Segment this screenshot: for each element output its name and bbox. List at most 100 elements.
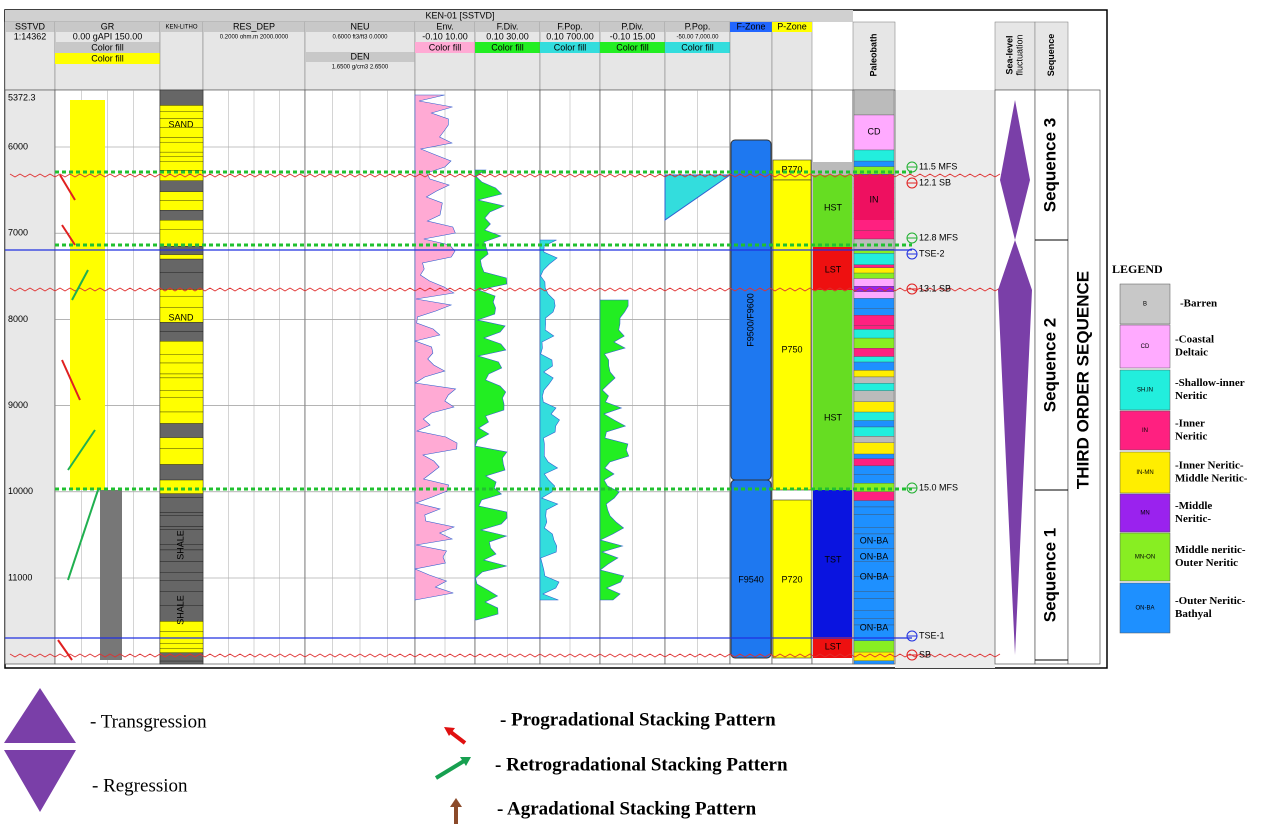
paleobath-band — [853, 474, 895, 484]
gr-shale — [100, 490, 122, 660]
litho-band — [159, 493, 204, 498]
legend-code: ON-BA — [1135, 606, 1154, 612]
systems-tract — [813, 247, 852, 290]
well-title: KEN-01 [SSTVD] — [425, 10, 494, 20]
fill-label: Color fill — [681, 42, 714, 52]
sequence-label: Sequence 2 — [1040, 318, 1059, 413]
litho-band — [159, 580, 204, 592]
litho-band — [159, 660, 204, 665]
surface-label: 12.8 MFS — [919, 232, 958, 242]
litho-band — [159, 220, 204, 230]
track-scale: -0.10 10.00 — [422, 31, 468, 41]
title-bar — [5, 10, 853, 22]
surface-label: 12.1 SB — [919, 177, 951, 187]
transgression-icon — [4, 688, 76, 743]
paleobath-band — [853, 660, 895, 665]
track-header — [539, 21, 601, 91]
legend-code: CD — [1141, 344, 1150, 350]
depth-label: 9000 — [8, 400, 28, 410]
litho-band — [159, 652, 204, 662]
track-scale: 0.6000 ft3/ft3 0.0000 — [332, 35, 388, 41]
track-name: F-Zone — [736, 21, 765, 31]
paleobath-band — [853, 514, 895, 528]
legend-code: IN-MN — [1136, 470, 1153, 476]
stacking-arrow — [59, 174, 76, 201]
key-label: - Progradational Stacking Pattern — [500, 709, 776, 730]
key-label: - Agradational Stacking Pattern — [497, 798, 757, 819]
track-header — [994, 21, 1036, 91]
legend-label: -Barren — [1180, 298, 1217, 310]
paleobath-band — [853, 591, 895, 599]
litho-band — [159, 258, 204, 273]
biostrat-fill — [599, 299, 630, 601]
sequence-label: Sequence 3 — [1040, 118, 1059, 213]
track-name: F.Pop. — [557, 21, 583, 31]
paleobath-band — [853, 453, 895, 459]
fill-label: Color fill — [429, 42, 462, 52]
depth-label: 11000 — [8, 572, 32, 582]
litho-label: SHALE — [175, 530, 185, 560]
paleobath-band — [853, 465, 895, 475]
legend-swatch — [1119, 532, 1171, 582]
legend-label: -Inner Neritic- — [1175, 460, 1244, 472]
fill-cell — [55, 42, 160, 53]
track — [4, 89, 56, 665]
litho-band — [159, 512, 204, 516]
key-label: - Regression — [92, 775, 188, 796]
fill-label: Color fill — [91, 42, 124, 52]
p-zone-label: P750 — [781, 344, 802, 354]
track-name: Paleobath — [868, 33, 878, 76]
track-scale: -50.00 7,000.00 — [676, 35, 719, 41]
litho-band — [159, 156, 204, 162]
litho-band — [159, 423, 204, 438]
legend-swatch — [1119, 582, 1171, 634]
surface-label: 13.1 SB — [919, 283, 951, 293]
fill-cell — [55, 53, 160, 64]
litho-band — [159, 448, 204, 465]
paleobath-label: ON-BA — [860, 622, 889, 632]
name-cell — [665, 22, 730, 32]
biostrat-fill — [474, 169, 508, 621]
legend-code: MN — [1140, 511, 1149, 517]
litho-band — [159, 631, 204, 644]
legend-swatch — [1119, 410, 1171, 451]
name-cell — [55, 22, 160, 32]
track-header — [852, 21, 896, 91]
surface-label: SB — [919, 649, 931, 659]
paleobath-band — [853, 308, 895, 316]
surface-column — [895, 90, 995, 668]
paleobath-band — [853, 390, 895, 402]
track-name: SSTVD — [15, 21, 46, 31]
paleobath-label: IN — [870, 194, 879, 204]
systems-tract-label: HST — [824, 412, 843, 422]
track-name: GR — [101, 21, 115, 31]
paleobath-band — [853, 264, 895, 268]
litho-band — [159, 390, 204, 398]
paleobath-band — [853, 114, 895, 151]
litho-band — [159, 200, 204, 211]
legend-label: Neritic — [1175, 431, 1207, 443]
litho-band — [159, 643, 204, 649]
legend-swatch — [1119, 324, 1171, 369]
name-cell — [772, 22, 812, 32]
litho-band — [159, 161, 204, 171]
fill-label: Color fill — [91, 53, 124, 63]
stacking-arrow — [67, 429, 96, 471]
systems-tract — [813, 175, 852, 247]
surface-label: 15.0 MFS — [919, 482, 958, 492]
paleobath-band — [853, 458, 895, 467]
legend-label: Middle Neritic- — [1175, 473, 1248, 485]
fill-cell — [475, 42, 540, 53]
paleobath-band — [853, 272, 895, 279]
litho-band — [159, 137, 204, 143]
paleobath-band — [853, 401, 895, 413]
track-header — [599, 21, 666, 91]
paleobath-band — [853, 298, 895, 309]
paleobath-band — [853, 640, 895, 653]
depth-label: 8000 — [8, 314, 28, 324]
retrograde-head — [460, 757, 471, 766]
fill-cell — [415, 42, 475, 53]
track-name: Env. — [436, 21, 453, 31]
paleobath-band — [853, 420, 895, 428]
litho-band — [159, 322, 204, 332]
